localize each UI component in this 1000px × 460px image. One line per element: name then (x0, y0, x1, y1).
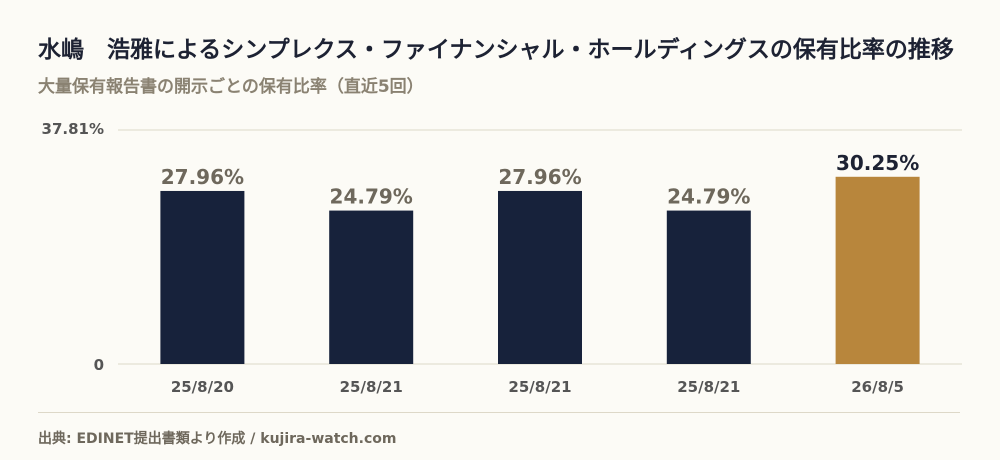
x-tick-label: 25/8/21 (508, 378, 571, 396)
bar (835, 176, 920, 364)
chart-subtitle: 大量保有報告書の開示ごとの保有比率（直近5回） (38, 77, 424, 97)
bar-value-label: 27.96% (161, 165, 244, 189)
bar-value-label: 24.79% (667, 185, 750, 209)
footer-divider (38, 412, 960, 413)
x-tick-label: 25/8/21 (340, 378, 403, 396)
bar (498, 190, 582, 364)
y-tick-label: 37.81% (42, 120, 104, 138)
x-tick-label: 26/8/5 (851, 378, 904, 396)
bar-value-label: 30.25% (836, 151, 919, 175)
bar (329, 210, 414, 364)
chart-title: 水嶋 浩雅によるシンプレクス・ファイナンシャル・ホールディングスの保有比率の推移 (38, 37, 954, 63)
source-note: 出典: EDINET提出書類より作成 / kujira-watch.com (38, 431, 397, 447)
y-tick-label: 0 (94, 356, 104, 374)
x-tick-label: 25/8/21 (677, 378, 740, 396)
bar-value-label: 27.96% (498, 165, 581, 189)
bar (160, 190, 245, 364)
bar (666, 210, 751, 364)
x-tick-label: 25/8/20 (171, 378, 234, 396)
bar-value-label: 24.79% (330, 185, 413, 209)
